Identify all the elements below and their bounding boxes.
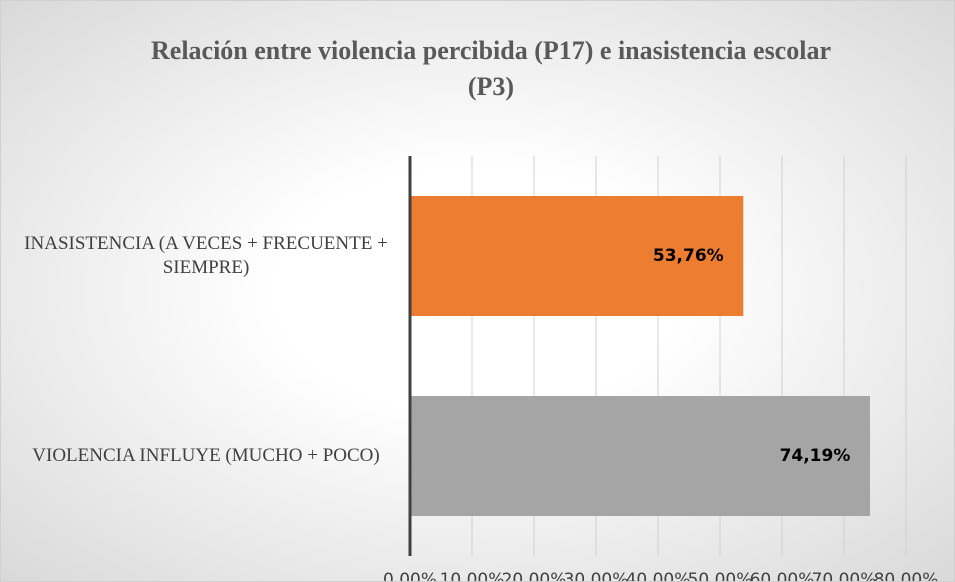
x-tick-label: 30,00% <box>564 570 629 581</box>
y-tick-label: INASISTENCIA (A VECES + FRECUENTE + SIEM… <box>24 233 388 278</box>
x-tick-label: 20,00% <box>502 570 567 581</box>
bar <box>410 196 744 316</box>
data-label: 53,76% <box>653 246 724 266</box>
x-tick-label: 70,00% <box>812 570 877 581</box>
x-tick-label: 10,00% <box>440 570 505 581</box>
y-tick-label: VIOLENCIA INFLUYE (MUCHO + POCO) <box>32 445 380 466</box>
data-label: 74,19% <box>780 446 851 466</box>
x-tick-label: 80,00% <box>874 570 939 581</box>
chart-title: Relación entre violencia percibida (P17)… <box>151 36 831 101</box>
x-tick-label: 0,00% <box>383 570 437 581</box>
x-tick-label: 60,00% <box>750 570 815 581</box>
bar <box>410 396 870 516</box>
x-tick-label: 50,00% <box>688 570 753 581</box>
x-tick-label: 40,00% <box>626 570 691 581</box>
